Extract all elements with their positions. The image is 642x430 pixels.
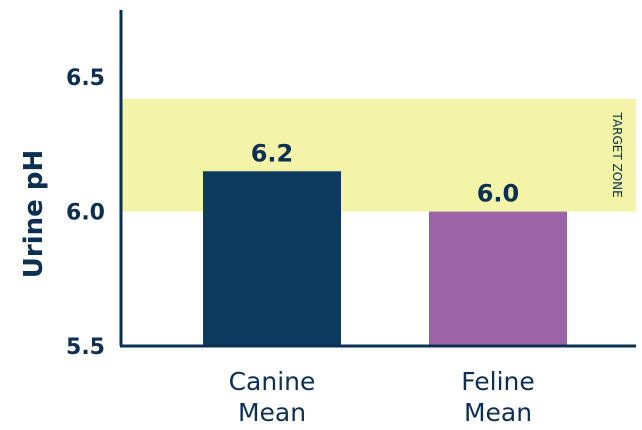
y-tick-label: 6.5	[66, 66, 105, 91]
x-category-label-canine: Canine Mean	[229, 367, 316, 427]
y-tick-label: 5.5	[66, 335, 105, 360]
value-label-canine: 6.2	[251, 139, 294, 167]
y-tick-label: 6.0	[66, 201, 105, 226]
target-zone-label: TARGET ZONE	[610, 112, 624, 198]
bar-feline	[429, 211, 567, 346]
bar-canine	[203, 171, 341, 346]
target-zone-band	[121, 98, 636, 212]
value-label-feline: 6.0	[477, 180, 520, 208]
y-axis-title: Urine pH	[19, 150, 49, 278]
x-category-label-feline: Feline Mean	[461, 367, 535, 427]
